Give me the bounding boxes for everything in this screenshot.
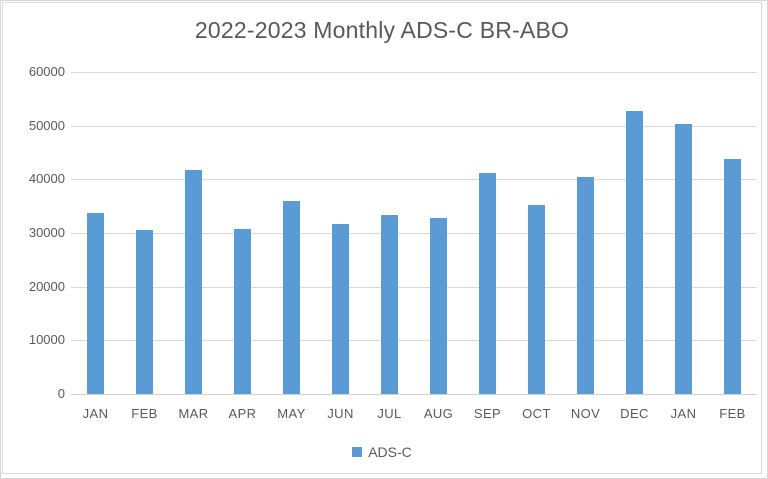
bar-dec-11 bbox=[626, 110, 643, 394]
legend-label: ADS-C bbox=[368, 444, 412, 460]
x-axis-label: FEB bbox=[131, 406, 158, 421]
y-axis-label: 40000 bbox=[28, 171, 65, 187]
x-axis-label: JAN bbox=[82, 406, 109, 421]
bar-mar-2 bbox=[185, 169, 202, 394]
gridline bbox=[71, 72, 757, 73]
y-axis-label: 0 bbox=[57, 386, 65, 401]
gridline bbox=[71, 286, 757, 288]
bar-apr-3 bbox=[234, 228, 251, 394]
bar-jan-0 bbox=[87, 212, 104, 394]
x-axis-label: JUN bbox=[327, 406, 354, 421]
gridline bbox=[71, 233, 757, 234]
gridline bbox=[71, 125, 757, 127]
bar-feb-1 bbox=[136, 230, 153, 394]
y-axis-label: 50000 bbox=[28, 117, 65, 133]
x-axis-line bbox=[71, 394, 757, 395]
x-axis-label: JAN bbox=[670, 406, 697, 421]
bar-jan-12 bbox=[675, 123, 692, 394]
bar-aug-7 bbox=[430, 217, 447, 394]
x-axis-label: OCT bbox=[522, 406, 551, 421]
bar-jun-5 bbox=[332, 223, 349, 394]
plot-area bbox=[71, 72, 757, 395]
gridline bbox=[71, 340, 757, 342]
x-axis-label: FEB bbox=[719, 406, 746, 421]
x-axis-label: DEC bbox=[620, 406, 649, 421]
x-axis-label: JUL bbox=[377, 406, 402, 421]
chart-title: 2022-2023 Monthly ADS-C BR-ABO bbox=[194, 17, 570, 43]
bar-jul-6 bbox=[381, 214, 398, 394]
x-axis-label: APR bbox=[228, 406, 257, 421]
bar-may-4 bbox=[283, 201, 300, 394]
bar-feb-13 bbox=[724, 158, 741, 394]
bar-oct-9 bbox=[528, 204, 545, 394]
x-axis-label: MAY bbox=[277, 406, 306, 421]
y-axis-label: 20000 bbox=[28, 278, 65, 294]
bar-nov-10 bbox=[577, 177, 594, 394]
x-axis-label: MAR bbox=[178, 406, 209, 421]
x-axis-label: NOV bbox=[570, 406, 601, 421]
bar-sep-8 bbox=[479, 173, 496, 394]
x-axis-label: SEP bbox=[473, 406, 502, 421]
legend: ADS-C bbox=[3, 444, 761, 460]
chart-frame: 2022-2023 Monthly ADS-C BR-ABO 0 10000 200… bbox=[2, 2, 762, 474]
y-axis-label: 60000 bbox=[28, 64, 65, 79]
y-axis-label: 30000 bbox=[28, 225, 65, 240]
x-axis-label: AUG bbox=[423, 406, 454, 421]
y-axis-label: 10000 bbox=[28, 332, 65, 348]
gridline bbox=[71, 179, 757, 181]
legend-swatch-icon bbox=[352, 447, 363, 457]
